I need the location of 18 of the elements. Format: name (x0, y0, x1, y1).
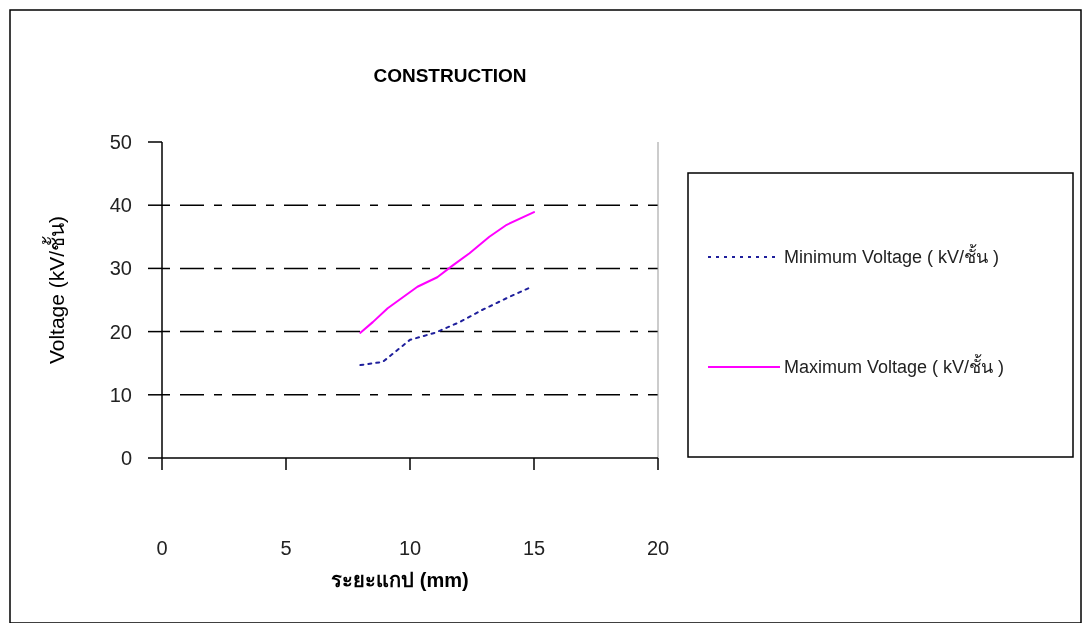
x-tick-label: 20 (646, 537, 670, 559)
y-tick-label: 10 (109, 383, 132, 406)
legend-label: Minimum Voltage ( kV/ชั้น ) (784, 244, 1000, 267)
line-series (359, 286, 531, 367)
legend-label: Maximum Voltage ( kV/ชั้น ) (784, 354, 1005, 377)
x-tick-label: 10 (398, 537, 422, 559)
y-tick-label: 0 (120, 447, 132, 469)
y-tick-label: 30 (109, 257, 132, 280)
line-series (359, 211, 535, 334)
y-tick-label: 50 (109, 131, 132, 153)
x-tick-label: 5 (280, 537, 292, 559)
x-tick-label: 15 (522, 537, 546, 559)
x-tick-label: 0 (156, 537, 168, 559)
x-axis-title: ระยะแกป (mm) (331, 569, 469, 591)
y-tick-label: 20 (109, 320, 132, 343)
y-axis-title: Voltage (kV/ชั้น) (42, 215, 68, 365)
chart-title: CONSTRUCTION (373, 65, 527, 86)
y-tick-label: 40 (109, 194, 132, 217)
